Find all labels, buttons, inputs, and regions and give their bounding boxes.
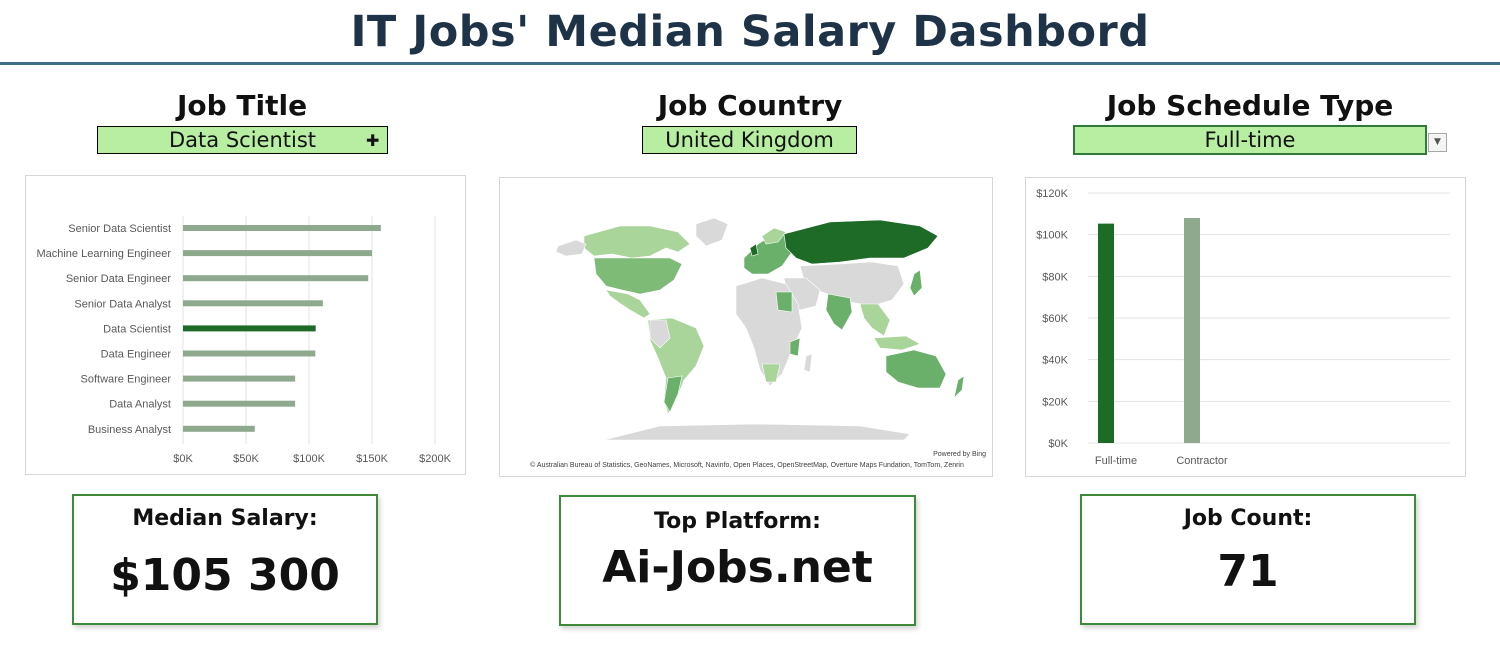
x-tick-label: $100K [293,453,325,465]
y-tick-label: $80K [1042,271,1068,283]
job-title-select[interactable]: Data Scientist [97,126,388,154]
map-region [885,349,947,389]
map-region [603,423,911,441]
job-schedule-select[interactable]: Full-time [1073,125,1427,155]
x-tick-label: $150K [356,453,388,465]
bar [183,375,296,382]
category-label: Data Engineer [101,349,172,361]
top-platform-label: Top Platform: [654,509,821,534]
job-count-card: Job Count: 71 [1080,494,1416,625]
map-region [803,353,813,373]
bar-selected [183,325,316,332]
category-label: Senior Data Scientist [68,223,171,235]
schedule-salary-chart: $0K $20K $40K $60K $80K $100K $120K Full-time Co… [1025,177,1466,477]
y-tick-label: $40K [1042,355,1068,367]
dropdown-arrow-icon[interactable]: ▼ [1428,133,1447,152]
top-platform-value: Ai-Jobs.net [602,542,873,593]
median-salary-value: $105 300 [110,550,340,601]
dashboard-title: IT Jobs' Median Salary Dashbord [350,7,1150,57]
map-region [605,289,651,319]
column [1184,218,1200,443]
job-title-heading: Job Title [176,89,308,122]
map-region [909,269,923,297]
map-region [825,293,853,331]
map-region [789,337,801,357]
bar [183,300,323,307]
column-selected [1098,223,1114,443]
map-attribution: © Australian Bureau of Statistics, GeoNa… [530,461,964,469]
bar [183,400,296,407]
y-tick-label: $60K [1042,313,1068,325]
map-region [593,257,683,295]
bar [183,225,381,231]
map-region [663,375,683,413]
bar [183,425,255,432]
map-region [783,219,939,265]
map-region [695,217,729,247]
job-count-value: 71 [1217,546,1279,597]
median-salary-card: Median Salary: $105 300 [72,494,378,625]
map-region [775,291,793,313]
title-divider [0,62,1500,65]
y-tick-label: $20K [1042,396,1068,408]
job-schedule-heading: Job Schedule Type [1106,89,1394,122]
map-powered-by: Powered by Bing [933,451,986,458]
bar [183,350,316,357]
category-label: Software Engineer [81,374,172,386]
x-tick-label: $200K [419,453,451,465]
map-region [953,375,965,399]
x-tick-label: $0K [173,453,193,465]
map-region [649,319,671,349]
job-title-salary-chart: $0K $50K $100K $150K $200K Senior Data Scient… [25,175,466,475]
category-label: Senior Data Engineer [66,273,172,285]
map-region [761,363,781,383]
y-tick-label: $120K [1036,188,1068,200]
map-region [583,225,691,259]
category-label: Machine Learning Engineer [36,248,171,260]
x-category-label: Full-time [1095,455,1137,467]
category-label: Senior Data Analyst [74,298,171,310]
x-category-label: Contractor [1176,455,1228,467]
category-label: Data Scientist [103,323,171,335]
category-label: Data Analyst [109,399,171,411]
world-map-svg: Powered by Bing © Australian Bureau of S… [530,217,986,469]
map-region [859,303,891,337]
category-label: Business Analyst [88,424,171,436]
bar [183,250,372,257]
y-tick-label: $100K [1036,230,1068,242]
cell-cursor-icon: ✚ [366,131,380,150]
job-country-heading: Job Country [657,89,843,122]
top-platform-card: Top Platform: Ai-Jobs.net [559,495,916,626]
country-salary-map: Powered by Bing © Australian Bureau of S… [499,177,993,477]
schedule-salary-svg: $0K $20K $40K $60K $80K $100K $120K Full-time Co… [1036,188,1450,467]
job-count-label: Job Count: [1183,506,1313,531]
x-tick-label: $50K [233,453,259,465]
job-title-salary-svg: $0K $50K $100K $150K $200K Senior Data Scient… [36,216,452,465]
map-region [555,239,587,257]
map-region-selected [749,243,759,257]
median-salary-label: Median Salary: [132,506,318,531]
map-region [873,335,921,351]
job-country-select[interactable]: United Kingdom [642,126,857,154]
bar [183,275,369,282]
y-tick-label: $0K [1048,438,1068,450]
map-region [761,227,787,245]
